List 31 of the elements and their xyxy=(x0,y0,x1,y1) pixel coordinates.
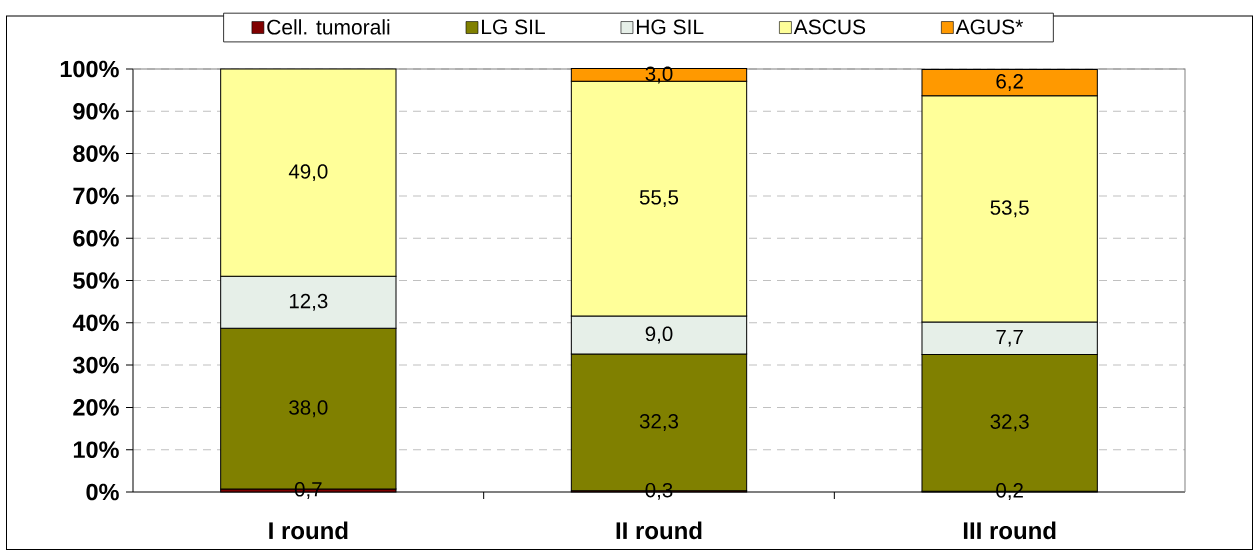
data-label: 7,7 xyxy=(996,329,1023,347)
data-label: 38,0 xyxy=(289,400,328,418)
y-tick-label: 60% xyxy=(73,229,119,247)
y-tick-label: 90% xyxy=(73,102,119,120)
y-tick-label: 40% xyxy=(72,314,119,332)
y-tick-label: 70% xyxy=(73,187,119,205)
legend-label: AGUS* xyxy=(955,19,1024,35)
x-tick-label: II round xyxy=(616,521,702,540)
legend-label: ASCUS xyxy=(793,19,866,35)
y-tick-label: 50% xyxy=(73,272,119,289)
data-label: 9,0 xyxy=(645,326,673,344)
x-tick-label: I round xyxy=(269,521,348,540)
y-tick-label: 80% xyxy=(73,145,119,162)
y-tick-label: 0% xyxy=(86,483,119,501)
data-label: 0,2 xyxy=(996,483,1023,501)
y-tick-label: 30% xyxy=(72,356,119,374)
data-label: 32,3 xyxy=(990,414,1029,432)
data-label: 55,5 xyxy=(639,190,679,208)
legend-label: LG SIL xyxy=(482,19,545,35)
data-label: 12,3 xyxy=(289,293,328,311)
y-tick-label: 100% xyxy=(60,60,119,78)
data-label: 49,0 xyxy=(288,164,328,182)
legend-label: Cell. tumorali xyxy=(267,19,390,35)
legend-label: HG SIL xyxy=(636,19,704,35)
y-tick-label: 10% xyxy=(73,441,119,459)
data-label: 6,2 xyxy=(996,74,1023,91)
data-label: 32,3 xyxy=(639,413,679,431)
x-tick-label: III round xyxy=(963,521,1056,540)
y-tick-label: 20% xyxy=(73,399,119,416)
data-label: 53,5 xyxy=(990,200,1029,218)
data-label: 0,3 xyxy=(645,482,673,500)
